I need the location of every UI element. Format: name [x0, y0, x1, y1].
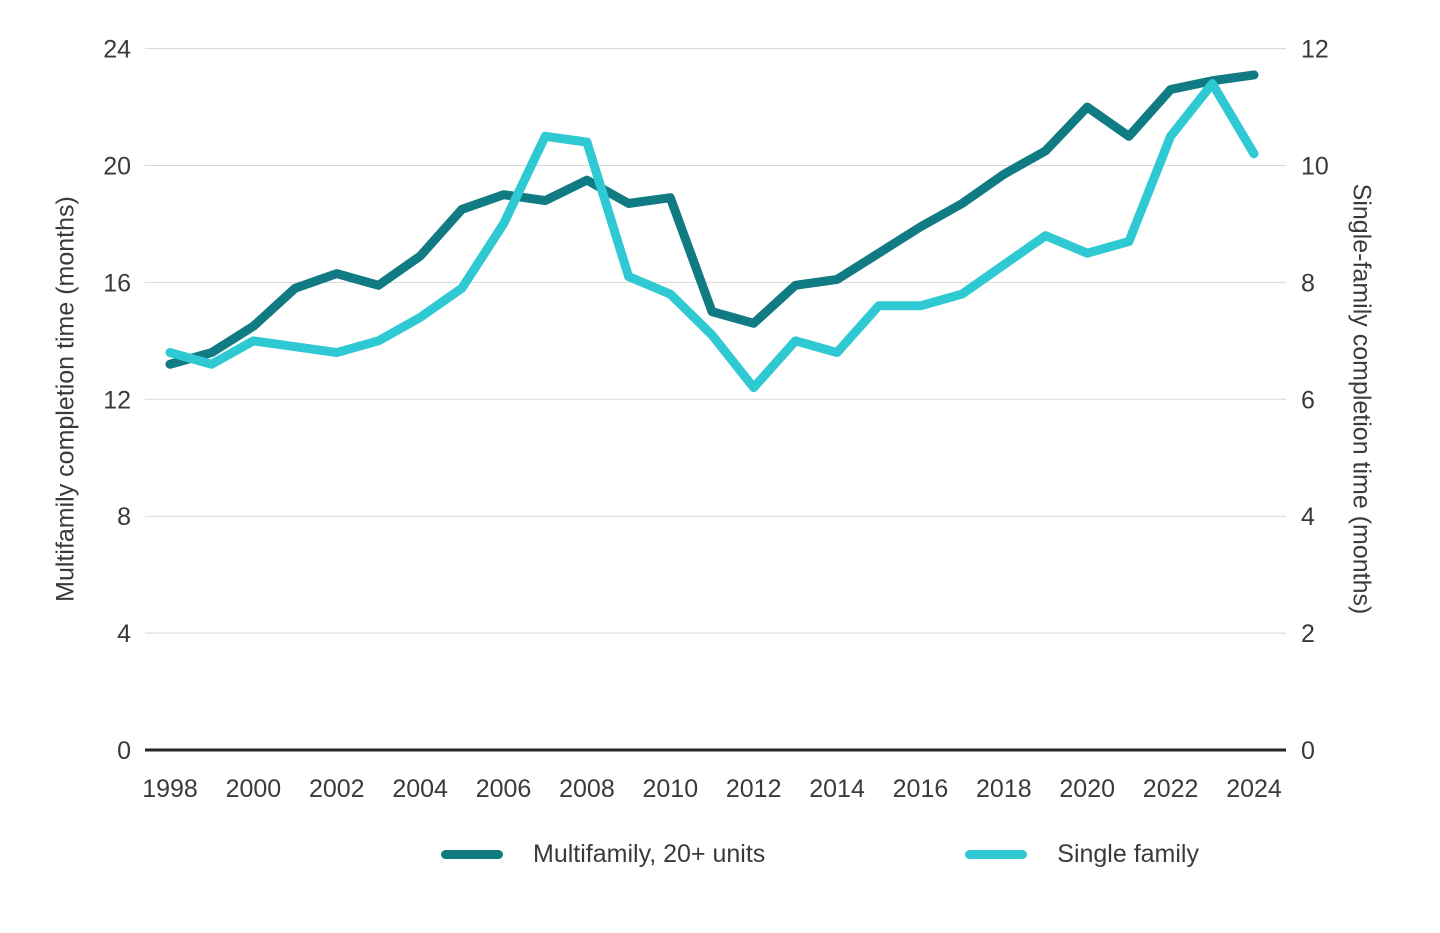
left-axis-tick-label: 16	[103, 269, 131, 297]
left-axis-tick-label: 24	[103, 36, 131, 64]
x-axis-tick-label: 1998	[142, 775, 198, 803]
right-axis-tick-label: 6	[1301, 386, 1315, 414]
x-axis-tick-label: 2014	[809, 775, 865, 803]
x-axis-tick-label: 2018	[976, 775, 1032, 803]
left-axis-tick-label: 20	[103, 153, 131, 181]
right-axis-tick-label: 8	[1301, 269, 1315, 297]
series-line-multifamily	[165, 70, 1259, 369]
chart-legend: Multifamily, 20+ units Single family	[100, 840, 1440, 869]
left-axis-tick-label: 8	[117, 503, 131, 531]
left-axis-tick-label: 12	[103, 386, 131, 414]
x-axis-tick-label: 2000	[226, 775, 282, 803]
series-line-single-family	[165, 79, 1259, 393]
legend-label-multifamily: Multifamily, 20+ units	[533, 840, 766, 868]
x-axis-tick-label: 2012	[726, 775, 782, 803]
x-axis-tick-label: 2002	[309, 775, 365, 803]
right-axis-tick-label: 4	[1301, 503, 1315, 531]
x-axis-tick-label: 2006	[476, 775, 532, 803]
left-axis-title: Multifamily completion time (months)	[51, 196, 80, 602]
right-axis-title: Single-family completion time (months)	[1347, 183, 1376, 615]
x-axis-tick-label: 2024	[1226, 775, 1282, 803]
multifamily-line-swatch	[441, 850, 503, 859]
legend-item-multifamily: Multifamily, 20+ units	[441, 840, 765, 869]
x-axis-tick-label: 2004	[392, 775, 448, 803]
x-axis-tick-label: 2016	[893, 775, 949, 803]
left-axis-tick-label: 0	[117, 737, 131, 765]
left-axis-tick-label: 4	[117, 620, 131, 648]
single-family-line-swatch	[965, 850, 1028, 859]
x-axis-tick-label: 2022	[1143, 775, 1199, 803]
x-axis-tick-label: 2008	[559, 775, 615, 803]
x-axis-tick-label: 2010	[642, 775, 698, 803]
right-axis-tick-label: 2	[1301, 620, 1315, 648]
right-axis-tick-label: 10	[1301, 153, 1329, 181]
legend-item-single-family: Single family	[965, 840, 1199, 869]
x-axis-tick-label: 2020	[1059, 775, 1115, 803]
legend-label-single-family: Single family	[1057, 840, 1199, 868]
right-axis-tick-label: 0	[1301, 737, 1315, 765]
right-axis-tick-label: 12	[1301, 36, 1329, 64]
